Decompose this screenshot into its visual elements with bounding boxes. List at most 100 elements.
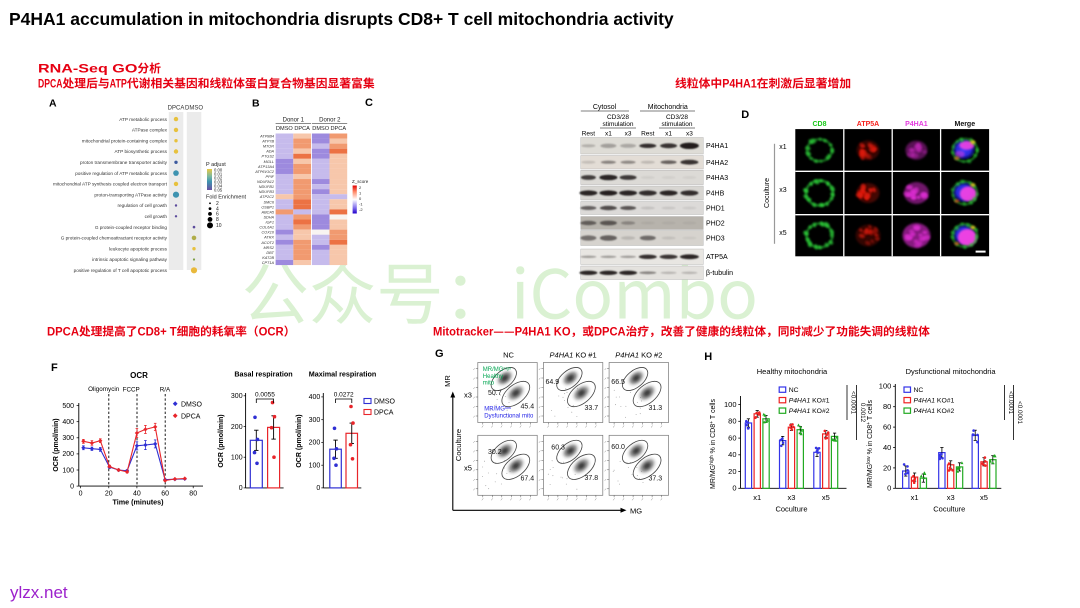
svg-text:100: 100 bbox=[724, 400, 737, 409]
svg-text:0: 0 bbox=[887, 484, 891, 493]
svg-text:0: 0 bbox=[239, 485, 243, 492]
svg-text:x5: x5 bbox=[980, 493, 988, 502]
svg-text:P4HB: P4HB bbox=[706, 191, 725, 198]
svg-text:Coculture: Coculture bbox=[775, 505, 807, 514]
svg-text:500: 500 bbox=[62, 403, 74, 410]
svg-text:Mitotracker: Mitotracker bbox=[433, 325, 494, 338]
svg-text:Mitochondria: Mitochondria bbox=[648, 104, 688, 111]
svg-text:stimulation: stimulation bbox=[602, 121, 633, 128]
svg-text:mitochondrial protein-containi: mitochondrial protein-containing complex bbox=[82, 138, 168, 143]
svg-text:PPIF: PPIF bbox=[266, 175, 275, 179]
svg-text:80: 80 bbox=[728, 417, 736, 426]
svg-text:DBT: DBT bbox=[266, 251, 274, 255]
svg-text:x3: x3 bbox=[779, 187, 787, 194]
svg-text:B: B bbox=[252, 98, 260, 110]
svg-text:Rest: Rest bbox=[582, 131, 596, 138]
svg-text:PHD2: PHD2 bbox=[706, 221, 725, 228]
svg-text:31.3: 31.3 bbox=[649, 405, 663, 412]
svg-text:CD3/28: CD3/28 bbox=[666, 114, 688, 121]
svg-text:DPCA: DPCA bbox=[594, 325, 626, 338]
svg-text:45.4: 45.4 bbox=[521, 403, 535, 410]
svg-text:2: 2 bbox=[216, 201, 219, 207]
svg-text:Healthy: Healthy bbox=[483, 374, 503, 380]
svg-text:ABCA5: ABCA5 bbox=[261, 210, 275, 214]
svg-text:8: 8 bbox=[216, 217, 219, 223]
svg-text:DPCA: DPCA bbox=[331, 126, 347, 132]
svg-text:P4HA1 KO #1: P4HA1 KO #1 bbox=[550, 351, 597, 360]
svg-text:-2: -2 bbox=[359, 207, 363, 212]
svg-text:P4HA1 KO#2: P4HA1 KO#2 bbox=[789, 408, 830, 415]
svg-text:DPCA: DPCA bbox=[47, 325, 80, 338]
svg-text:x3: x3 bbox=[464, 390, 472, 399]
svg-text:Coculture: Coculture bbox=[764, 178, 771, 208]
svg-text:0: 0 bbox=[732, 484, 736, 493]
svg-text:4: 4 bbox=[216, 206, 219, 212]
svg-text:400: 400 bbox=[309, 394, 321, 401]
svg-text:leukocyte apoptotic process: leukocyte apoptotic process bbox=[109, 246, 168, 251]
svg-text:ATP13A4: ATP13A4 bbox=[257, 165, 274, 169]
svg-text:0.0055: 0.0055 bbox=[255, 392, 275, 399]
svg-text:x5: x5 bbox=[822, 493, 830, 502]
svg-text:80: 80 bbox=[883, 402, 891, 411]
svg-text:60: 60 bbox=[728, 434, 736, 443]
svg-text:P4HA1 KO: P4HA1 KO bbox=[515, 325, 571, 338]
svg-text:37.3: 37.3 bbox=[649, 476, 663, 483]
svg-text:positive regulation of T cell: positive regulation of T cell apoptotic … bbox=[74, 268, 168, 273]
svg-text:x1: x1 bbox=[911, 493, 919, 502]
svg-text:0: 0 bbox=[316, 485, 320, 492]
svg-text:IGF1: IGF1 bbox=[266, 221, 274, 225]
svg-text:2: 2 bbox=[359, 185, 362, 190]
svg-text:Fold Enrichment: Fold Enrichment bbox=[206, 195, 247, 201]
svg-text:positive regulation of ATP met: positive regulation of ATP metabolic pro… bbox=[75, 171, 167, 176]
svg-text:ATP7B: ATP7B bbox=[261, 140, 274, 144]
svg-text:COL6A1: COL6A1 bbox=[259, 226, 274, 230]
svg-text:50.7: 50.7 bbox=[488, 390, 502, 397]
svg-text:MTOR: MTOR bbox=[263, 145, 274, 149]
svg-text:G protein-coupled receptor bin: G protein-coupled receptor binding bbox=[95, 225, 168, 230]
svg-text:P4HA3: P4HA3 bbox=[706, 175, 728, 182]
svg-text:proton transmembrane transport: proton transmembrane transporter activit… bbox=[80, 160, 168, 165]
svg-text:x1: x1 bbox=[779, 144, 787, 151]
svg-text:6: 6 bbox=[216, 212, 219, 218]
svg-text:0: 0 bbox=[79, 491, 83, 498]
svg-text:ATP biosynthetic process: ATP biosynthetic process bbox=[115, 149, 168, 154]
svg-text:x3: x3 bbox=[788, 493, 796, 502]
svg-text:P4HA1: P4HA1 bbox=[905, 121, 928, 128]
svg-text:NC: NC bbox=[789, 387, 799, 394]
svg-text:0.03: 0.03 bbox=[214, 180, 223, 185]
svg-text:0.02: 0.02 bbox=[214, 176, 223, 181]
svg-text:200: 200 bbox=[62, 451, 74, 458]
svg-text:MG: MG bbox=[630, 506, 642, 515]
svg-text:x3: x3 bbox=[686, 131, 693, 138]
svg-text:400: 400 bbox=[62, 419, 74, 426]
svg-text:60: 60 bbox=[161, 491, 169, 498]
svg-text:COX10: COX10 bbox=[262, 231, 275, 235]
svg-text:Dysfunctional mito: Dysfunctional mito bbox=[484, 414, 534, 420]
svg-text:regulation of cell growth: regulation of cell growth bbox=[117, 203, 167, 208]
svg-text:P4HA1 KO#2: P4HA1 KO#2 bbox=[914, 408, 955, 415]
svg-text:MGLL: MGLL bbox=[264, 160, 274, 164]
svg-text:x5: x5 bbox=[464, 464, 472, 473]
svg-text:P4HA1 KO #2: P4HA1 KO #2 bbox=[615, 351, 662, 360]
svg-text:66.5: 66.5 bbox=[611, 379, 625, 386]
svg-text:G: G bbox=[435, 348, 444, 360]
svg-text:NDUFB3: NDUFB3 bbox=[259, 190, 275, 194]
svg-text:<0.0001: <0.0001 bbox=[1007, 391, 1014, 414]
svg-text:x1: x1 bbox=[665, 131, 672, 138]
svg-text:<0.0001: <0.0001 bbox=[850, 391, 857, 414]
svg-text:30.2: 30.2 bbox=[488, 449, 502, 456]
svg-text:CD8: CD8 bbox=[812, 121, 826, 128]
svg-text:ATP6V1C2: ATP6V1C2 bbox=[254, 170, 275, 174]
svg-text:P adjust: P adjust bbox=[206, 162, 226, 168]
svg-text:H: H bbox=[704, 351, 712, 363]
svg-text:40: 40 bbox=[133, 491, 141, 498]
svg-text:40: 40 bbox=[883, 443, 891, 452]
svg-text:P4HA1: P4HA1 bbox=[706, 143, 728, 150]
svg-text:β-tubulin: β-tubulin bbox=[706, 270, 733, 277]
svg-text:64.9: 64.9 bbox=[546, 379, 560, 386]
svg-text:20: 20 bbox=[883, 463, 891, 472]
svg-text:A: A bbox=[49, 98, 57, 110]
svg-text:60.3: 60.3 bbox=[551, 444, 565, 451]
svg-text:DMSO: DMSO bbox=[312, 126, 329, 132]
svg-text:0.04: 0.04 bbox=[214, 184, 223, 189]
